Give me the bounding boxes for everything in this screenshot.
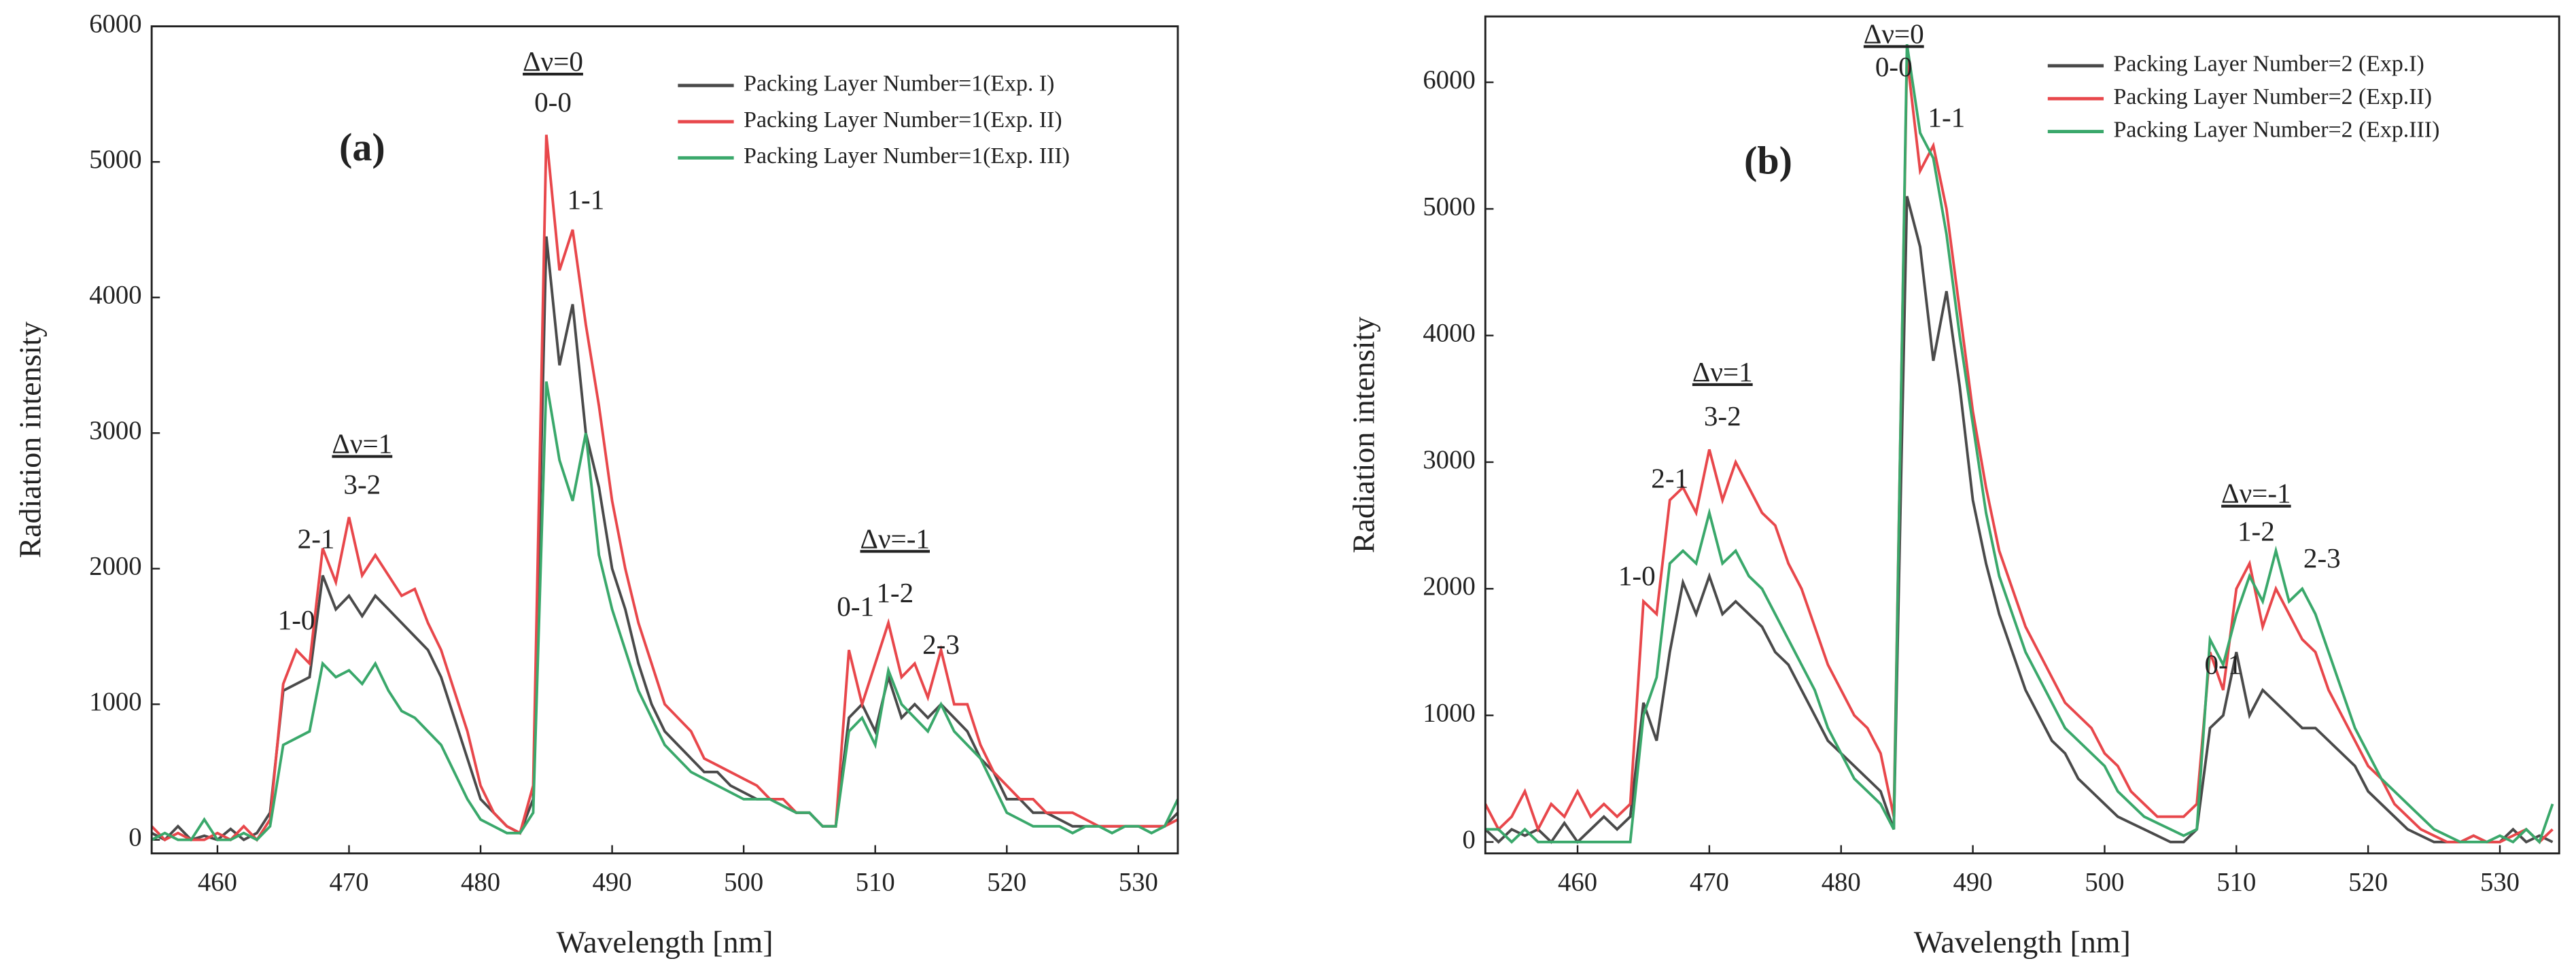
annotation: 1-2 [876,577,913,608]
annotation: 2-1 [298,523,335,554]
annotation: 0-1 [837,591,874,622]
y-tick-label: 0 [1462,826,1475,854]
legend-label: Packing Layer Number=2 (Exp.I) [2114,52,2424,77]
y-tick-label: 2000 [1423,572,1475,601]
plot-frame [1484,15,2560,855]
x-tick-label: 490 [1953,869,1993,897]
x-tick-label: 530 [1119,869,1158,897]
y-tick-label: 0 [128,824,141,852]
annotation: Δν=1 [1692,356,1753,387]
annotation: 2-3 [922,629,960,660]
annotation: Δν=-1 [860,523,929,554]
annotation: Δν=0 [1864,18,1924,49]
annotation: 2-3 [2303,542,2341,574]
x-tick-label: 460 [198,869,237,897]
legend-label: Packing Layer Number=1(Exp. I) [744,71,1054,97]
x-tick-label: 520 [2348,869,2388,897]
annotation: 0-0 [1875,51,1913,82]
y-tick-label: 6000 [89,10,141,39]
y-tick-label: 2000 [89,553,141,581]
annotation: 3-2 [343,468,381,500]
x-tick-label: 530 [2480,869,2520,897]
x-tick-label: 470 [329,869,368,897]
annotation: 1-0 [1618,560,1656,591]
series-line [152,236,1178,842]
annotation: 1-1 [567,184,604,215]
x-axis-label: Wavelength [nm] [556,925,773,960]
x-tick-label: 510 [856,869,895,897]
series-line [1485,56,2554,844]
x-tick-label: 480 [461,869,500,897]
panel-label: (a) [339,125,385,169]
y-axis-label: Radiation intensity [12,321,47,558]
x-tick-label: 460 [1558,869,1597,897]
legend-label: Packing Layer Number=1(Exp. III) [744,143,1070,169]
y-tick-label: 6000 [1423,66,1475,94]
y-tick-label: 4000 [1423,319,1475,348]
y-tick-label: 1000 [89,688,141,716]
annotation: 1-2 [2238,516,2275,547]
series-line [152,381,1178,842]
x-tick-label: 490 [593,869,632,897]
x-tick-label: 510 [2216,869,2256,897]
x-axis-label: Wavelength [nm] [1914,925,2131,960]
series-line [1485,196,2554,844]
y-tick-label: 1000 [1423,699,1475,728]
x-tick-label: 480 [1822,869,1861,897]
panel: 460 470 480 490 500 510 520 530 0 1000 2000 3000 400… [1346,15,2560,960]
annotation: Δν=0 [523,46,583,77]
x-tick-label: 520 [987,869,1026,897]
annotation: 3-2 [1704,400,1741,432]
annotation: 1-0 [278,604,315,635]
legend-label: Packing Layer Number=2 (Exp.III) [2114,117,2440,142]
plot-frame [150,25,1179,855]
y-tick-label: 5000 [89,145,141,174]
x-tick-label: 470 [1690,869,1729,897]
panel: 460 470 480 490 500 510 520 530 0 1000 2000 3000 400… [12,10,1179,960]
legend-label: Packing Layer Number=2 (Exp.II) [2114,84,2433,109]
annotation: 1-1 [1928,101,1965,133]
legend-label: Packing Layer Number=1(Exp. II) [744,107,1062,133]
x-tick-label: 500 [724,869,763,897]
y-tick-label: 5000 [1423,192,1475,221]
x-tick-label: 500 [2085,869,2124,897]
annotation: Δν=-1 [2221,478,2291,509]
series-line [1485,43,2554,845]
series-line [152,135,1178,842]
annotation: 2-1 [1651,462,1688,493]
panel-label: (b) [1744,138,1792,182]
annotation: Δν=1 [332,428,392,459]
y-tick-label: 3000 [1423,446,1475,474]
y-tick-label: 4000 [89,281,141,310]
annotation: 0-1 [2205,648,2242,680]
y-axis-label: Radiation intensity [1346,317,1381,553]
y-tick-label: 3000 [89,417,141,445]
annotation: 0-0 [534,86,572,118]
